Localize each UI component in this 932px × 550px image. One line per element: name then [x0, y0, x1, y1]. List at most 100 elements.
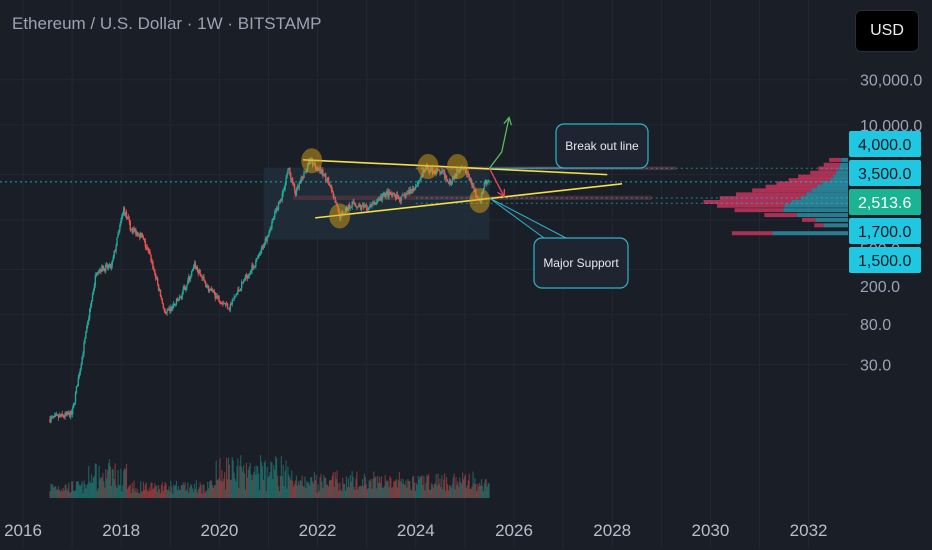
candle-body [224, 303, 227, 305]
volume-bar [196, 492, 198, 498]
candle-body [471, 182, 473, 188]
x-tick-label: 2032 [790, 521, 828, 540]
candle-body [377, 198, 380, 201]
currency-button[interactable]: USD [855, 10, 919, 52]
candle-body [180, 296, 182, 299]
candle-body [57, 415, 60, 418]
volume-bar [151, 482, 153, 498]
candle-body [86, 326, 88, 332]
volume-bar [385, 481, 387, 498]
volume-bar [335, 478, 337, 498]
volume-bar [289, 477, 291, 498]
candle-body [410, 189, 412, 194]
volume-bar [254, 465, 256, 498]
volume-bar [371, 488, 373, 498]
volume-bar [229, 479, 231, 498]
candle-body [351, 201, 353, 208]
volume-bar [300, 480, 302, 498]
volume-bar [465, 487, 468, 498]
volume-bar [308, 482, 310, 498]
arrowhead-up [503, 116, 512, 126]
volume-bar [479, 485, 482, 498]
volume-bar [261, 466, 264, 498]
candle-body [387, 191, 389, 197]
volume-profile-pink [818, 166, 839, 171]
volume-bar [263, 462, 265, 498]
candle-body [146, 247, 148, 249]
candle-body [79, 368, 81, 375]
volume-bar [304, 476, 306, 498]
volume-bar [375, 476, 377, 498]
volume-bar [262, 479, 265, 498]
volume-bar [167, 489, 169, 498]
candle-body [168, 308, 170, 310]
volume-bar [338, 490, 340, 498]
volume-bar [356, 471, 358, 498]
volume-bar [76, 481, 78, 498]
candle-body [50, 417, 52, 423]
volume-bar [394, 480, 397, 498]
candle-body [286, 173, 288, 178]
volume-bar [374, 477, 376, 498]
candle-body [81, 356, 83, 365]
volume-bar [253, 471, 255, 498]
volume-bar [336, 470, 338, 498]
volume-bar [101, 477, 103, 498]
candle-body [235, 294, 237, 297]
volume-bar [472, 471, 474, 498]
volume-bar [440, 486, 442, 498]
volume-bar [113, 479, 115, 498]
candle-body [348, 204, 351, 209]
candle-body [398, 198, 401, 200]
volume-profile-pink [823, 162, 840, 167]
volume-bar [339, 482, 341, 498]
volume-bar [123, 470, 125, 498]
candle-body [188, 276, 190, 281]
candle-body [347, 204, 350, 211]
candle-body [155, 273, 157, 279]
volume-profile-pink [752, 188, 812, 193]
candle-body [53, 416, 55, 418]
candle-body [420, 176, 422, 179]
volume-bar [309, 485, 311, 498]
volume-bar [187, 482, 189, 498]
candle-body [111, 260, 114, 266]
candle-body [236, 292, 238, 295]
volume-bar [272, 478, 274, 498]
candle-body [52, 416, 54, 418]
candle-body [99, 269, 101, 272]
volume-bar [166, 489, 168, 498]
candle-body [65, 412, 67, 415]
candle-body [473, 185, 475, 190]
volume-bar [348, 486, 350, 498]
volume-bar [176, 490, 179, 498]
candle-body [228, 308, 231, 310]
volume-bar [485, 479, 487, 498]
candle-body [131, 229, 133, 233]
volume-bar [99, 479, 101, 498]
volume-bar [90, 483, 92, 498]
candle-body [110, 265, 113, 268]
volume-bar [81, 481, 83, 498]
volume-bar [448, 485, 451, 498]
volume-bar [217, 480, 219, 498]
candle-body [441, 170, 443, 173]
volume-bar [274, 469, 276, 498]
volume-profile-pink [798, 174, 834, 179]
candle-body [415, 185, 418, 187]
volume-bar [447, 490, 450, 498]
volume-bar [70, 491, 72, 498]
candle-body [179, 296, 182, 298]
candle-body [69, 412, 71, 418]
candle-body [185, 287, 187, 291]
volume-bar [384, 475, 386, 498]
volume-bar [388, 487, 390, 498]
candle-body [297, 186, 300, 188]
volume-bar [282, 464, 284, 498]
candle-body [304, 171, 306, 173]
candle-body [203, 276, 205, 280]
volume-profile-teal [796, 213, 848, 218]
candle-body [108, 263, 111, 267]
